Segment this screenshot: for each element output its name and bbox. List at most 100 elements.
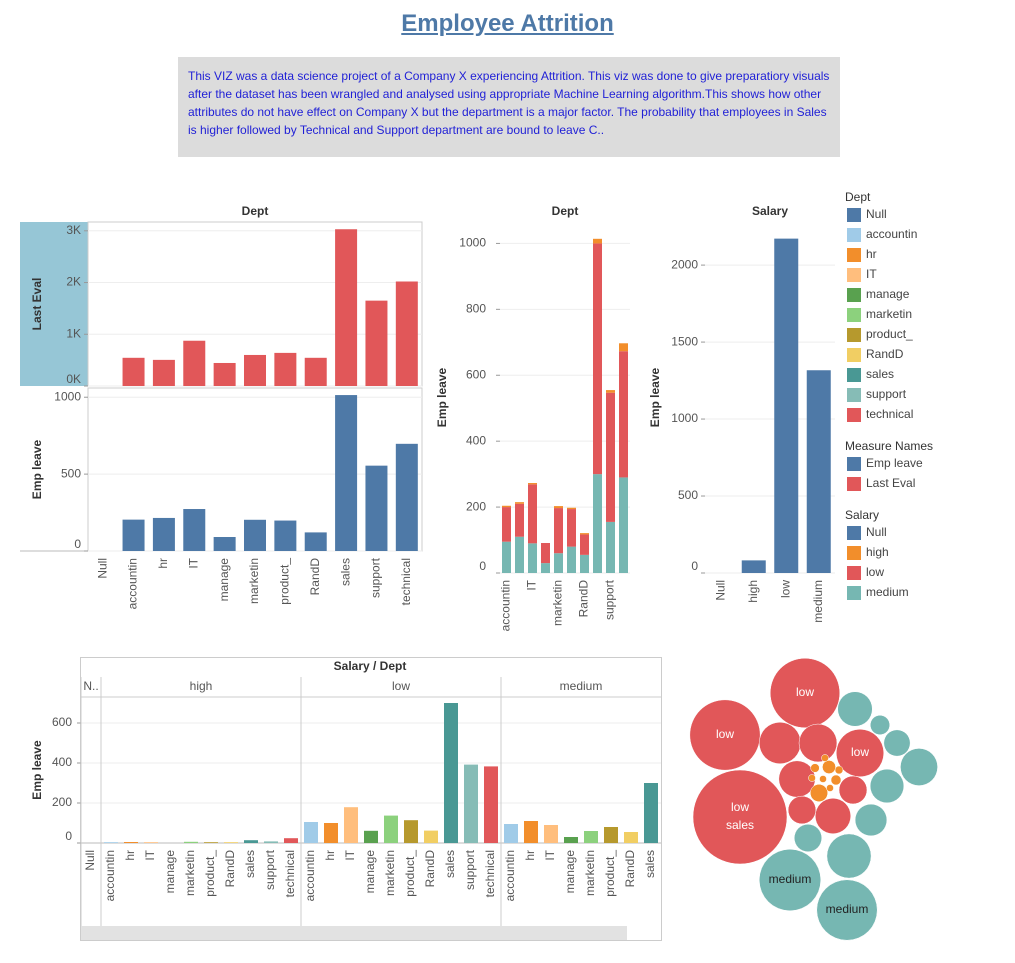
bar bbox=[144, 842, 158, 843]
y-axis-title: Last Eval bbox=[30, 278, 44, 331]
bubble bbox=[826, 833, 872, 879]
legend-swatch bbox=[847, 566, 861, 580]
bubble bbox=[814, 797, 852, 835]
x-tick-label: Null bbox=[95, 558, 109, 579]
y-tick-label: 600 bbox=[52, 715, 72, 729]
bubble bbox=[854, 803, 888, 837]
x-tick-label: high bbox=[746, 580, 760, 603]
legend-swatch bbox=[847, 328, 861, 342]
x-tick-label: support bbox=[369, 557, 383, 598]
x-tick-label: sales bbox=[443, 850, 457, 878]
x-tick-label: RandD bbox=[223, 850, 237, 888]
scrollbar[interactable] bbox=[81, 926, 627, 940]
bar bbox=[364, 830, 378, 843]
legend-swatch bbox=[847, 308, 861, 322]
y-tick-label: 0 bbox=[691, 559, 698, 573]
bar-segment bbox=[619, 343, 628, 352]
x-tick-label: low bbox=[778, 580, 792, 598]
bar bbox=[152, 359, 175, 386]
bar bbox=[624, 832, 638, 843]
legend-label: technical bbox=[866, 407, 913, 421]
bubble bbox=[870, 715, 890, 735]
x-tick-label: support bbox=[263, 849, 277, 890]
x-tick-label: Null bbox=[713, 580, 727, 601]
chart-title: Salary / Dept bbox=[334, 659, 407, 673]
bubble bbox=[830, 774, 842, 786]
bar bbox=[122, 519, 145, 551]
x-tick-label: product_ bbox=[278, 558, 292, 605]
selection-highlight bbox=[20, 222, 88, 386]
bar-segment bbox=[541, 563, 550, 573]
bar-segment bbox=[502, 505, 511, 508]
y-tick-label: 1K bbox=[66, 326, 81, 340]
bar bbox=[264, 841, 278, 843]
bubble bbox=[835, 728, 885, 778]
x-tick-label: IT bbox=[186, 557, 200, 568]
bar bbox=[335, 395, 358, 551]
x-tick-label: RandD bbox=[308, 558, 322, 596]
bar bbox=[274, 520, 297, 551]
bar bbox=[244, 519, 266, 551]
x-tick-label: sales bbox=[338, 558, 352, 586]
bar-segment bbox=[502, 507, 511, 542]
bar-segment bbox=[593, 243, 602, 475]
x-tick-label: sales bbox=[643, 850, 657, 878]
bubble bbox=[838, 775, 868, 805]
bar bbox=[122, 357, 145, 386]
x-tick-label: IT bbox=[543, 849, 557, 860]
bubble bbox=[808, 774, 816, 782]
bubble bbox=[810, 784, 828, 802]
bar-segment bbox=[619, 477, 628, 573]
bar bbox=[644, 783, 658, 843]
bar-segment bbox=[502, 541, 511, 573]
bar-segment bbox=[515, 502, 524, 504]
bar bbox=[104, 842, 118, 843]
legend-label: medium bbox=[866, 585, 909, 599]
bar bbox=[404, 820, 418, 843]
legend-swatch bbox=[847, 477, 861, 491]
bar bbox=[183, 340, 206, 386]
x-tick-label: medium bbox=[811, 580, 825, 623]
y-tick-label: 1000 bbox=[54, 389, 81, 403]
bar bbox=[224, 842, 238, 843]
y-tick-label: 200 bbox=[52, 795, 72, 809]
y-axis-title: Emp leave bbox=[30, 439, 44, 499]
legend-swatch bbox=[847, 457, 861, 471]
bar-segment bbox=[528, 543, 537, 573]
x-tick-label: RandD bbox=[577, 580, 591, 618]
legend-swatch bbox=[847, 586, 861, 600]
bar bbox=[365, 465, 388, 551]
bar-segment bbox=[567, 509, 576, 547]
legend-label: high bbox=[866, 545, 889, 559]
bar bbox=[564, 837, 578, 843]
legend-swatch bbox=[847, 248, 861, 262]
legend-label: marketin bbox=[866, 307, 912, 321]
x-tick-label: marketin bbox=[583, 850, 597, 896]
bar bbox=[484, 766, 498, 843]
legend-title: Measure Names bbox=[845, 439, 933, 453]
legend-swatch bbox=[847, 546, 861, 560]
bar-segment bbox=[528, 483, 537, 485]
x-tick-label: product_ bbox=[403, 850, 417, 897]
bubble bbox=[819, 775, 827, 783]
bar bbox=[524, 821, 538, 843]
x-tick-label: technical bbox=[483, 850, 497, 897]
dashboard-title: Employee Attrition bbox=[401, 10, 614, 37]
bar-segment bbox=[606, 392, 615, 522]
bar-segment bbox=[580, 533, 589, 535]
x-tick-label: hr bbox=[523, 850, 537, 861]
x-tick-label: support bbox=[463, 849, 477, 890]
legend-label: manage bbox=[866, 287, 910, 301]
group-label: low bbox=[392, 679, 410, 693]
legend-swatch bbox=[847, 408, 861, 422]
bar bbox=[444, 703, 458, 843]
y-tick-label: 500 bbox=[678, 488, 698, 502]
bubble-label: low bbox=[851, 745, 869, 759]
bubble bbox=[798, 723, 838, 763]
bar-segment bbox=[606, 521, 615, 573]
bar bbox=[213, 362, 236, 386]
x-tick-label: hr bbox=[156, 558, 170, 569]
legend-label: accountin bbox=[866, 227, 917, 241]
bar bbox=[395, 443, 418, 551]
x-tick-label: manage bbox=[163, 850, 177, 894]
